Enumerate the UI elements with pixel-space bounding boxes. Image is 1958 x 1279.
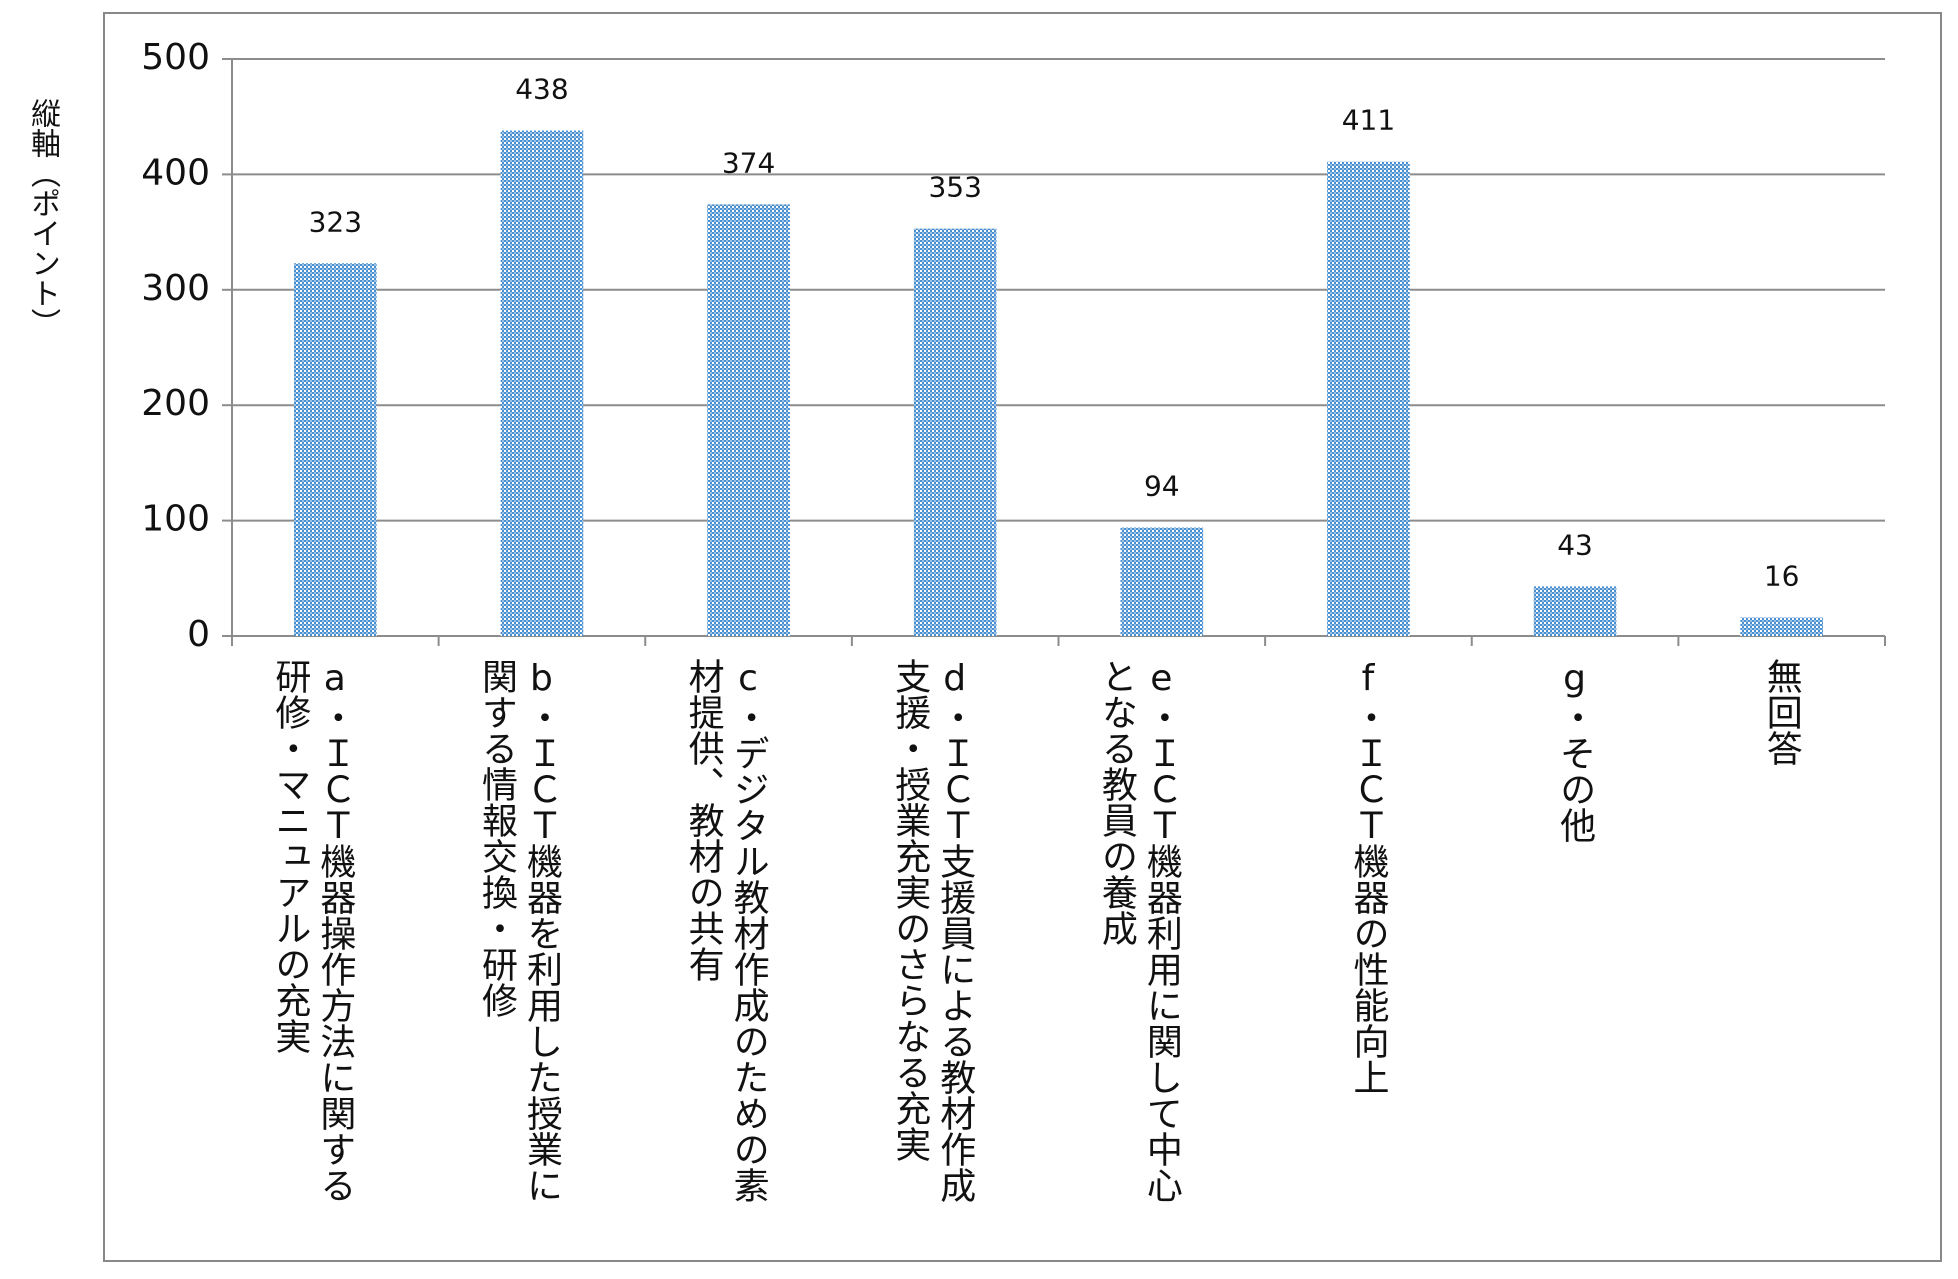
- value-label: 438: [515, 73, 568, 106]
- y-tick-label: 500: [141, 37, 210, 78]
- y-tick-label: 400: [141, 152, 210, 193]
- x-tick-label: d・ＩＣＴ支援員による教材作成支援・授業充実のさらなる充実: [889, 658, 976, 1203]
- bar: [1740, 617, 1824, 636]
- y-tick-label: 200: [141, 383, 210, 424]
- y-tick-label: 300: [141, 268, 210, 309]
- y-tick-label: 100: [141, 499, 210, 540]
- value-label: 43: [1557, 528, 1593, 561]
- x-tick-label: e・ＩＣＴ機器利用に関して中心となる教員の養成: [1095, 658, 1182, 1203]
- bar: [1533, 586, 1617, 636]
- bar: [1120, 527, 1204, 636]
- x-tick-label: f・ＩＣＴ機器の性能向上: [1347, 658, 1389, 1095]
- y-axis-title: 縦軸（ポイント）: [25, 98, 60, 338]
- value-label: 16: [1764, 560, 1800, 593]
- bar: [500, 130, 584, 636]
- value-label: 94: [1144, 470, 1180, 503]
- value-label: 374: [722, 146, 775, 179]
- bar: [1327, 161, 1410, 636]
- value-label: 323: [309, 205, 362, 238]
- bar: [293, 263, 377, 636]
- x-tick-label: g・その他: [1554, 658, 1596, 843]
- value-label: 411: [1342, 104, 1395, 137]
- x-tick-label: c・デジタル教材作成のための素材提供、教材の共有: [682, 658, 769, 1203]
- bar: [707, 204, 790, 637]
- frame: [103, 12, 1942, 1262]
- x-tick-label: 無回答: [1760, 658, 1802, 766]
- y-tick-label: 0: [187, 614, 210, 655]
- x-tick-label: b・ＩＣＴ機器を利用した授業に関する情報交換・研修: [475, 658, 562, 1203]
- x-tick-label: a・ＩＣＴ機器操作方法に関する研修・マニュアルの充実: [269, 658, 356, 1203]
- value-label: 353: [928, 171, 981, 204]
- bar: [913, 228, 997, 636]
